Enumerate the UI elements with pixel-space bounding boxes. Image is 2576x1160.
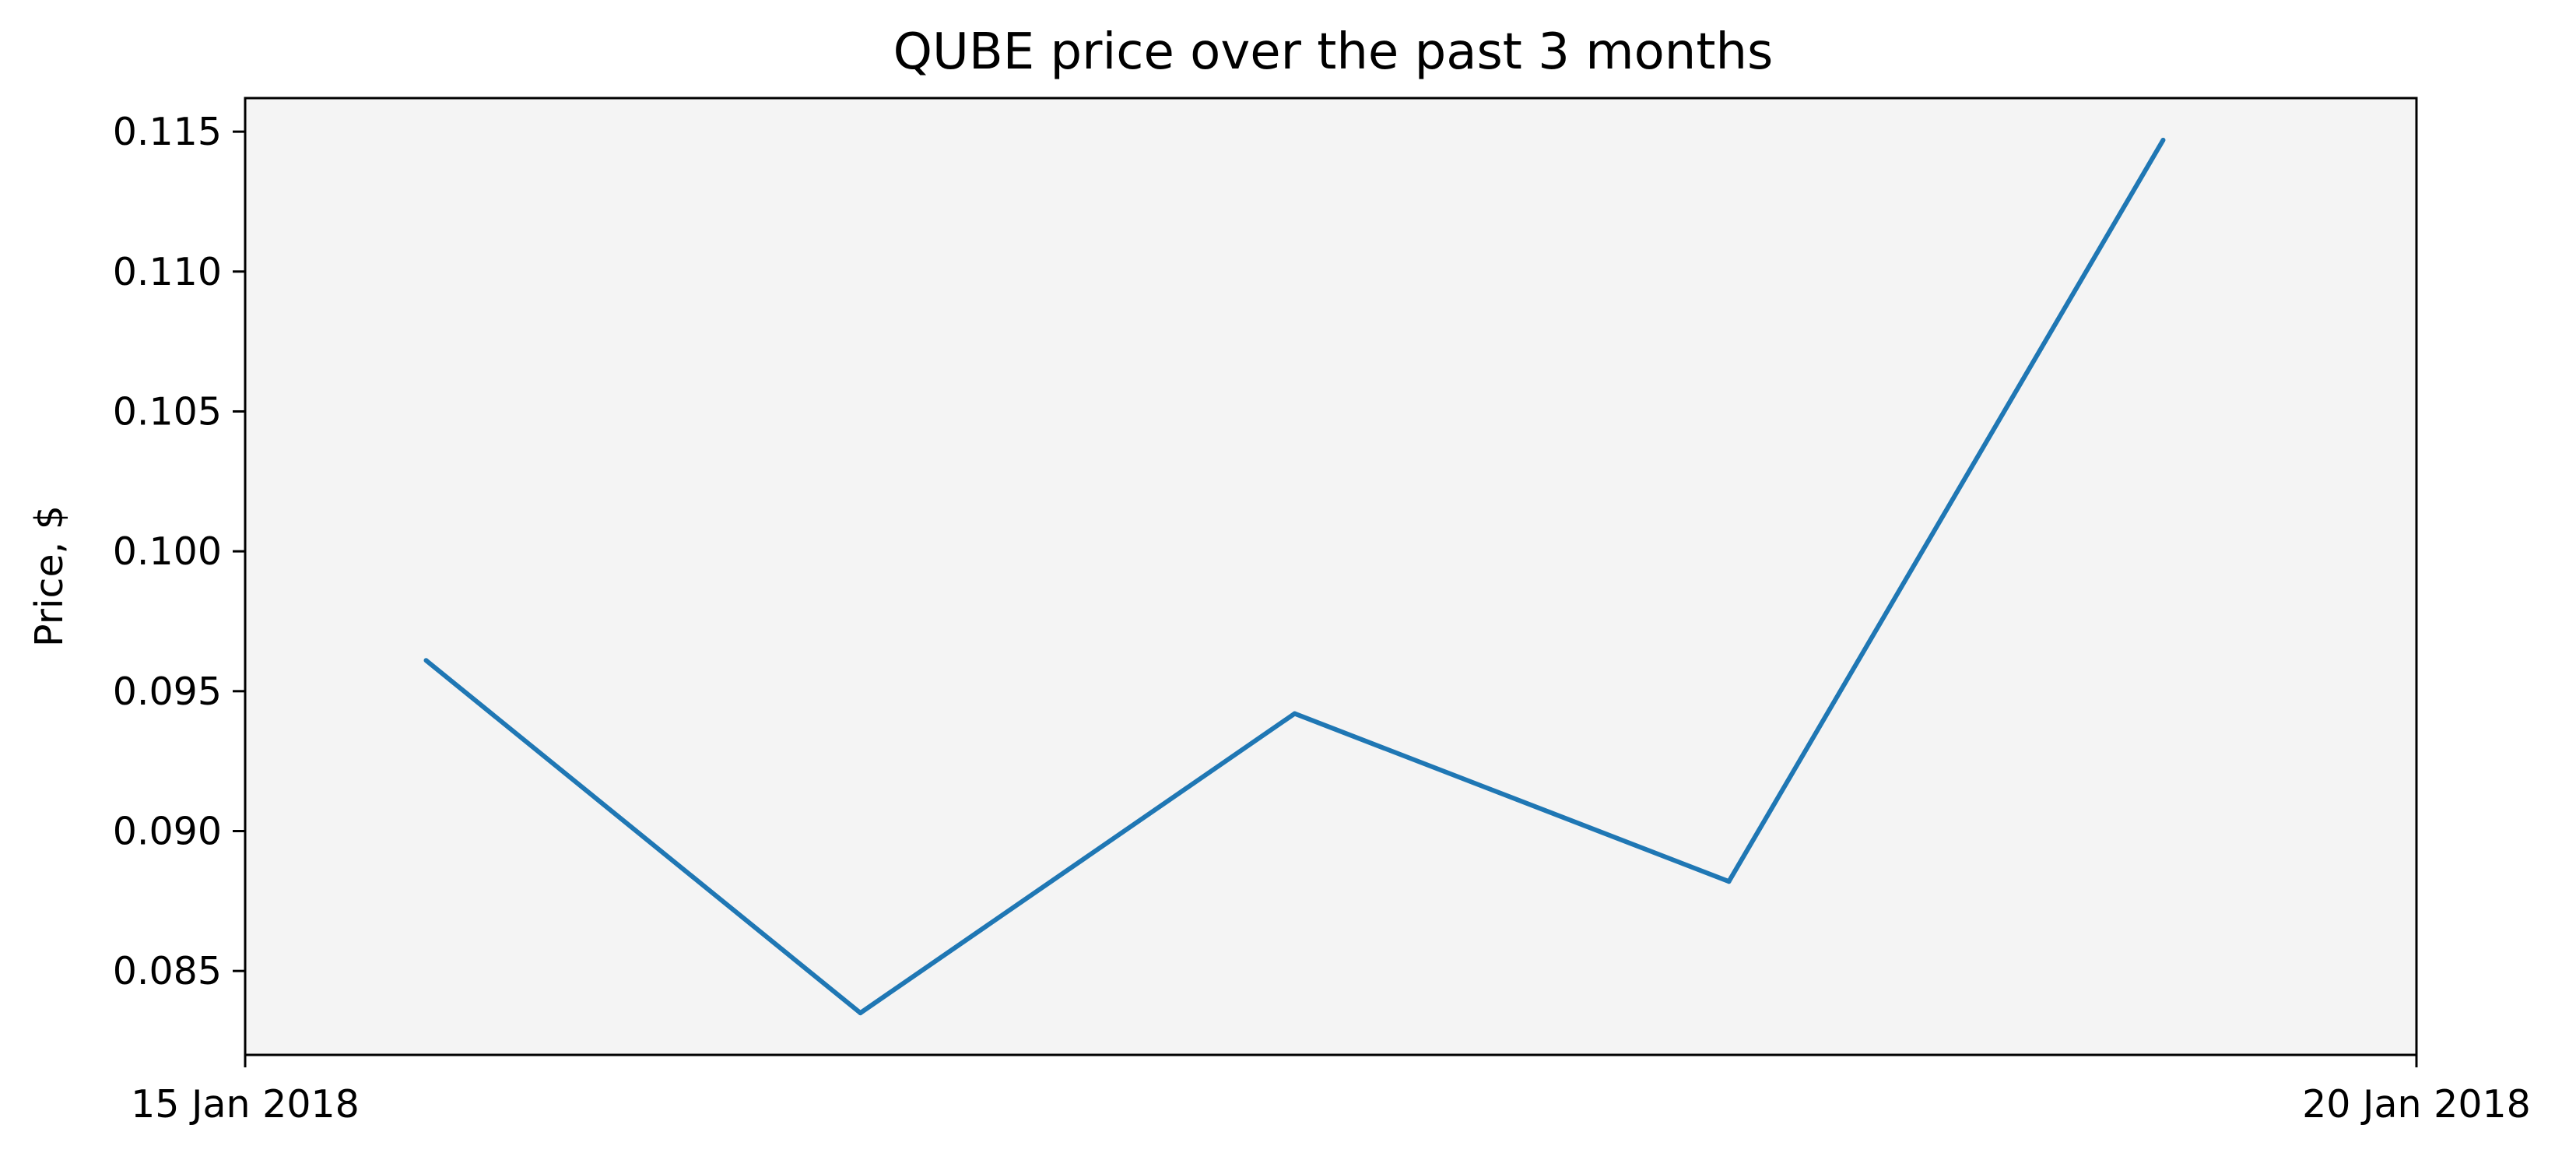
y-axis-label: Price, $: [27, 505, 72, 647]
y-tick-label: 0.115: [113, 110, 222, 154]
plot-area: [245, 98, 2416, 1055]
y-tick-label: 0.100: [113, 529, 222, 574]
x-tick-label: 15 Jan 2018: [131, 1082, 360, 1127]
data-point: [2160, 137, 2166, 142]
y-tick-label: 0.090: [113, 810, 222, 854]
data-point: [1726, 879, 1732, 884]
y-tick-label: 0.095: [113, 670, 222, 714]
y-tick-label: 0.085: [113, 949, 222, 993]
chart-title: QUBE price over the past 3 months: [893, 23, 1774, 81]
y-tick-label: 0.110: [113, 250, 222, 294]
x-axis: 15 Jan 2018 20 Jan 2018: [131, 1055, 2531, 1127]
data-point: [858, 1011, 863, 1016]
data-point: [1292, 711, 1297, 716]
plot-frame: [244, 97, 2418, 1056]
y-tick-label: 0.105: [113, 389, 222, 434]
series-points: [423, 137, 2166, 1016]
y-axis: 0.085 0.090 0.095 0.100 0.105 0.110 0.115: [113, 110, 245, 993]
x-tick-label: 20 Jan 2018: [2302, 1082, 2531, 1127]
data-point: [423, 658, 429, 663]
